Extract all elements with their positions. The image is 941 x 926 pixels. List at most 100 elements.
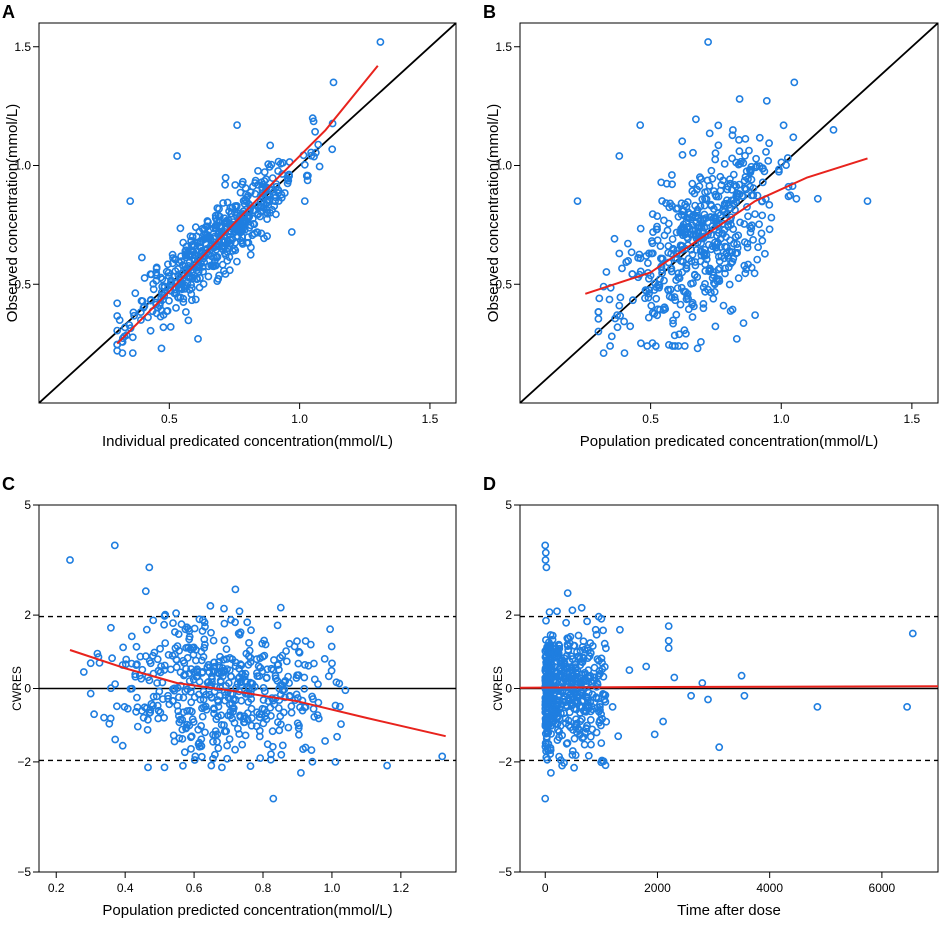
data-point (753, 255, 762, 264)
data-point (174, 693, 183, 702)
data-point (182, 242, 191, 251)
data-point (714, 252, 723, 261)
data-point (231, 585, 240, 594)
data-point (733, 240, 741, 248)
y-tick-label: 1.5 (495, 40, 512, 54)
data-point (303, 171, 311, 180)
data-point (242, 678, 251, 686)
data-point (191, 752, 200, 761)
smooth-trend-line (116, 65, 379, 345)
data-point (696, 173, 704, 182)
data-point (743, 239, 752, 248)
data-point (331, 701, 340, 710)
data-point (583, 721, 591, 730)
data-point (628, 270, 637, 278)
data-point (143, 726, 152, 734)
data-point (789, 133, 798, 142)
data-point (154, 706, 163, 715)
data-point (727, 213, 735, 222)
data-point (200, 640, 209, 649)
data-point (149, 616, 158, 625)
data-point (758, 178, 767, 187)
data-point (263, 215, 271, 223)
data-point (274, 157, 283, 166)
smooth-trend-line (520, 685, 938, 689)
data-point (376, 38, 385, 46)
data-point (178, 735, 187, 743)
data-point (586, 671, 595, 680)
data-point (191, 295, 200, 304)
data-point (700, 248, 708, 257)
data-point (615, 249, 624, 258)
data-point (310, 675, 319, 684)
data-point (669, 319, 677, 328)
data-point (326, 625, 334, 634)
data-point (762, 147, 770, 156)
data-point (616, 293, 625, 302)
data-point (596, 700, 604, 709)
data-point (187, 284, 196, 292)
data-point (783, 154, 792, 162)
data-point (664, 636, 673, 645)
data-point (270, 700, 279, 709)
y-axis-label: CWRES (491, 666, 505, 711)
data-point (224, 237, 232, 246)
data-point (747, 224, 756, 233)
data-point (613, 323, 622, 332)
data-point (243, 233, 252, 242)
data-point (86, 659, 95, 668)
data-point (164, 272, 173, 280)
data-point (542, 732, 551, 741)
data-point (591, 625, 600, 634)
data-point (218, 260, 227, 269)
data-point (100, 713, 108, 722)
data-point (209, 754, 217, 763)
data-point (113, 702, 121, 711)
data-point (557, 657, 566, 666)
x-axis-label: Time after dose (677, 902, 781, 919)
data-point (127, 684, 136, 693)
data-point (579, 637, 588, 646)
data-point (238, 740, 247, 749)
data-point (274, 197, 283, 205)
data-point (215, 222, 224, 231)
data-point (547, 769, 555, 777)
data-point (187, 698, 196, 707)
data-point (337, 720, 345, 728)
data-point (730, 239, 738, 248)
data-point (119, 643, 127, 652)
data-point (241, 218, 250, 227)
data-point (187, 296, 196, 305)
data-point (608, 703, 617, 711)
data-point (704, 38, 712, 46)
data-point (687, 279, 695, 288)
data-point (552, 695, 560, 704)
data-point (677, 242, 685, 251)
data-point (574, 631, 583, 640)
data-point (728, 154, 736, 163)
data-point (184, 316, 193, 325)
data-point (726, 175, 734, 184)
data-point (732, 334, 741, 343)
data-point (545, 676, 553, 685)
data-point (624, 239, 632, 248)
data-point (726, 179, 735, 188)
data-point (731, 206, 739, 214)
data-point (238, 177, 247, 186)
data-point (741, 134, 750, 143)
data-point (677, 199, 686, 208)
data-point (587, 740, 595, 749)
data-point (185, 635, 194, 644)
data-point (258, 639, 267, 648)
data-point (201, 702, 210, 711)
data-point (668, 235, 677, 243)
y-tick-label: 5 (505, 498, 512, 512)
data-point (829, 125, 838, 134)
data-point (173, 701, 182, 710)
data-point (544, 728, 552, 737)
panel-label-d: D (483, 474, 496, 494)
data-point (235, 673, 244, 682)
data-point (160, 661, 169, 670)
data-point (253, 228, 262, 237)
y-tick-label: 1.0 (14, 159, 31, 173)
